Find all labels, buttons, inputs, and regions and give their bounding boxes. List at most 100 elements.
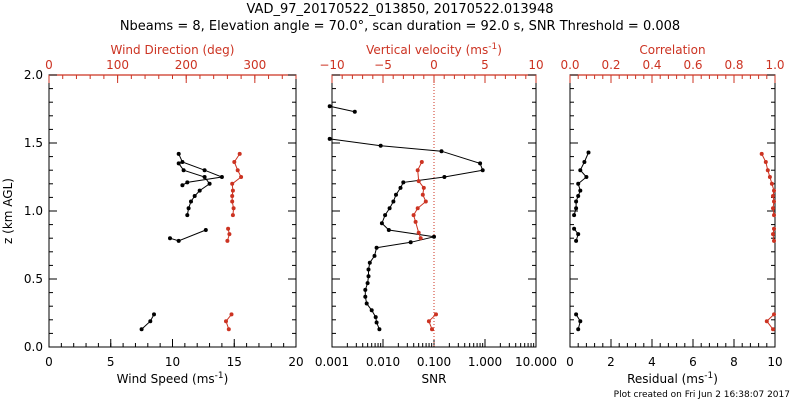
data-point — [771, 327, 775, 332]
data-point — [363, 294, 368, 299]
data-point — [327, 104, 332, 109]
top-tick-label: 1.0 — [765, 58, 784, 72]
data-point — [202, 175, 207, 179]
series-line — [169, 229, 206, 242]
data-point — [202, 168, 207, 173]
data-point — [203, 228, 208, 232]
data-point — [230, 199, 235, 204]
x-tick-label: 8 — [730, 355, 738, 369]
y-axis-label: z (km AGL) — [1, 178, 15, 244]
data-point — [176, 238, 181, 243]
data-point — [578, 168, 583, 173]
data-point — [772, 199, 776, 204]
data-point — [230, 181, 235, 186]
series-line — [329, 105, 355, 113]
x-tick-label: 15 — [227, 355, 242, 369]
data-point — [364, 301, 369, 306]
data-point — [763, 160, 768, 164]
x-tick-label: 6 — [689, 355, 697, 369]
top-tick-label: 0 — [430, 58, 438, 72]
data-point — [363, 287, 368, 292]
data-point — [369, 308, 374, 313]
data-point — [772, 238, 776, 243]
data-point — [416, 179, 421, 184]
series-line — [329, 138, 484, 330]
data-point — [432, 234, 436, 239]
data-point — [374, 245, 379, 250]
data-point — [152, 312, 156, 317]
data-point — [181, 168, 186, 173]
data-point — [430, 327, 434, 332]
data-point — [413, 219, 418, 224]
data-point — [185, 213, 190, 218]
x-tick-label: 4 — [648, 355, 656, 369]
data-point — [769, 181, 774, 186]
data-point — [576, 232, 581, 237]
x-tick-label: 0 — [566, 355, 574, 369]
top-tick-label: 100 — [106, 58, 129, 72]
data-point — [434, 312, 438, 317]
figure-title-line2: Nbeams = 8, Elevation angle = 70.0°, sca… — [120, 19, 680, 34]
data-point — [415, 206, 420, 211]
data-point — [225, 238, 230, 243]
series-line — [413, 161, 427, 239]
data-point — [387, 206, 392, 211]
top-axis-label: Correlation — [639, 43, 705, 57]
x-tick-label: 2 — [607, 355, 615, 369]
data-point — [226, 327, 231, 332]
data-point — [365, 281, 370, 286]
data-point — [442, 175, 447, 179]
x-tick-label: 5 — [107, 355, 115, 369]
data-point — [148, 319, 153, 324]
data-point — [176, 161, 181, 166]
data-point — [366, 274, 371, 279]
data-point — [759, 151, 764, 156]
top-tick-label: 0.4 — [642, 58, 661, 72]
data-point — [391, 199, 396, 204]
top-tick-label: 10 — [528, 58, 543, 72]
bottom-axis-label: Residual (ms-1) — [627, 371, 718, 386]
data-point — [227, 232, 232, 237]
data-point — [772, 312, 776, 317]
top-tick-label: −5 — [374, 58, 392, 72]
data-point — [772, 188, 776, 193]
data-point — [574, 238, 579, 243]
data-point — [767, 175, 772, 179]
data-point — [764, 319, 769, 324]
data-point — [377, 327, 382, 332]
data-point — [401, 180, 406, 185]
data-point — [572, 226, 577, 231]
top-axis-label: Vertical velocity (ms-1) — [366, 42, 502, 57]
x-tick-label: 0.001 — [315, 355, 349, 369]
top-tick-label: 300 — [243, 58, 266, 72]
series-line — [761, 153, 775, 216]
x-tick-label: 10 — [767, 355, 782, 369]
data-point — [765, 168, 770, 173]
data-point — [352, 109, 357, 114]
series-line — [573, 152, 589, 216]
data-point — [197, 188, 202, 193]
data-point — [576, 327, 581, 332]
data-point — [574, 312, 579, 317]
data-point — [229, 312, 234, 317]
data-point — [219, 175, 224, 179]
bottom-axis-label: Wind Speed (ms-1) — [117, 371, 229, 386]
data-point — [224, 319, 228, 324]
x-tick-label: 10 — [165, 355, 180, 369]
data-point — [576, 181, 581, 186]
y-tick-label: 0.5 — [24, 272, 43, 286]
top-tick-label: 0.8 — [724, 58, 743, 72]
data-point — [408, 240, 413, 245]
data-point — [230, 188, 235, 193]
data-point — [572, 213, 577, 218]
top-tick-label: −10 — [319, 58, 344, 72]
data-point — [415, 168, 420, 173]
data-point — [231, 206, 236, 211]
plot-frame — [569, 74, 776, 348]
data-point — [416, 230, 421, 235]
data-point — [578, 319, 583, 324]
data-point — [771, 194, 775, 198]
data-point — [772, 226, 776, 231]
data-point — [426, 319, 431, 324]
